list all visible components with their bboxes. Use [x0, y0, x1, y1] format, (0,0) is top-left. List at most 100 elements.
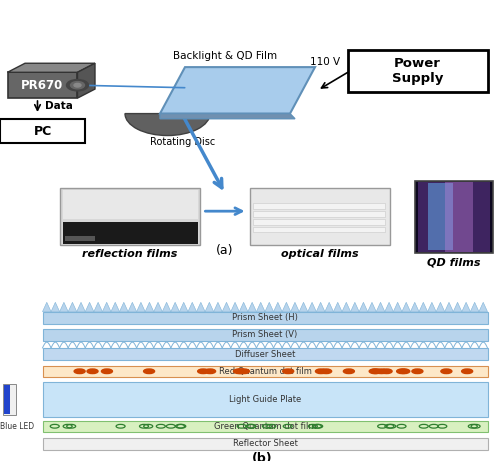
- Polygon shape: [102, 302, 111, 312]
- Polygon shape: [68, 302, 76, 312]
- Polygon shape: [196, 302, 205, 312]
- FancyBboxPatch shape: [42, 348, 488, 361]
- FancyBboxPatch shape: [42, 420, 488, 432]
- FancyBboxPatch shape: [42, 329, 488, 341]
- Text: Diffuser Sheet: Diffuser Sheet: [235, 349, 295, 359]
- Polygon shape: [162, 302, 171, 312]
- FancyBboxPatch shape: [62, 222, 198, 244]
- Polygon shape: [368, 302, 376, 312]
- Polygon shape: [128, 302, 136, 312]
- Polygon shape: [385, 302, 394, 312]
- Polygon shape: [214, 302, 222, 312]
- FancyBboxPatch shape: [4, 385, 10, 414]
- FancyBboxPatch shape: [250, 189, 390, 245]
- Circle shape: [198, 369, 208, 373]
- Text: (b): (b): [252, 452, 273, 461]
- Polygon shape: [120, 302, 128, 312]
- Circle shape: [236, 369, 246, 373]
- Text: PR670: PR670: [22, 79, 64, 92]
- Polygon shape: [205, 302, 214, 312]
- Polygon shape: [454, 302, 462, 312]
- Polygon shape: [154, 302, 162, 312]
- Polygon shape: [42, 302, 51, 312]
- Circle shape: [204, 369, 216, 373]
- FancyBboxPatch shape: [42, 366, 488, 377]
- Polygon shape: [60, 302, 68, 312]
- Polygon shape: [462, 302, 470, 312]
- Polygon shape: [160, 67, 315, 113]
- Circle shape: [234, 369, 244, 373]
- Circle shape: [412, 369, 423, 373]
- Circle shape: [344, 369, 354, 373]
- Polygon shape: [78, 63, 95, 98]
- Circle shape: [282, 369, 294, 373]
- Polygon shape: [136, 302, 145, 312]
- Polygon shape: [350, 302, 359, 312]
- FancyBboxPatch shape: [8, 72, 78, 98]
- Polygon shape: [160, 113, 295, 119]
- Polygon shape: [316, 302, 325, 312]
- Polygon shape: [342, 302, 350, 312]
- Polygon shape: [256, 302, 265, 312]
- FancyBboxPatch shape: [60, 189, 200, 245]
- Text: reflection films: reflection films: [82, 249, 178, 259]
- Polygon shape: [334, 302, 342, 312]
- Text: Backlight & QD Film: Backlight & QD Film: [173, 51, 277, 60]
- Polygon shape: [410, 302, 419, 312]
- Circle shape: [144, 369, 154, 373]
- Polygon shape: [8, 63, 95, 72]
- FancyBboxPatch shape: [252, 211, 385, 217]
- Circle shape: [316, 369, 326, 373]
- Circle shape: [369, 369, 380, 373]
- Circle shape: [66, 79, 88, 91]
- FancyBboxPatch shape: [42, 382, 488, 418]
- FancyBboxPatch shape: [62, 190, 198, 219]
- Polygon shape: [51, 302, 60, 312]
- Polygon shape: [359, 302, 368, 312]
- Polygon shape: [171, 302, 179, 312]
- Wedge shape: [125, 113, 210, 136]
- Polygon shape: [419, 302, 428, 312]
- FancyBboxPatch shape: [415, 181, 492, 253]
- Circle shape: [370, 369, 382, 373]
- Circle shape: [74, 369, 85, 373]
- Circle shape: [102, 369, 112, 373]
- Polygon shape: [470, 302, 479, 312]
- Text: 110 V: 110 V: [310, 57, 340, 67]
- Circle shape: [74, 83, 81, 87]
- FancyBboxPatch shape: [42, 312, 488, 324]
- Polygon shape: [444, 302, 454, 312]
- Polygon shape: [402, 302, 410, 312]
- Polygon shape: [308, 302, 316, 312]
- Polygon shape: [299, 302, 308, 312]
- Polygon shape: [274, 302, 282, 312]
- FancyBboxPatch shape: [418, 182, 490, 252]
- Circle shape: [381, 369, 392, 373]
- Text: Power
Supply: Power Supply: [392, 57, 443, 85]
- Circle shape: [398, 369, 409, 373]
- Polygon shape: [231, 302, 239, 312]
- Circle shape: [441, 369, 452, 373]
- Text: PC: PC: [34, 124, 52, 137]
- Polygon shape: [248, 302, 256, 312]
- FancyBboxPatch shape: [252, 227, 385, 232]
- FancyBboxPatch shape: [0, 119, 85, 143]
- FancyBboxPatch shape: [3, 384, 16, 415]
- FancyBboxPatch shape: [42, 438, 488, 449]
- Polygon shape: [86, 302, 94, 312]
- FancyBboxPatch shape: [252, 219, 385, 225]
- Text: Red Quantum dot film: Red Quantum dot film: [218, 367, 312, 376]
- Text: Reflector Sheet: Reflector Sheet: [232, 439, 298, 449]
- Text: optical films: optical films: [281, 249, 359, 259]
- Circle shape: [376, 369, 387, 373]
- Polygon shape: [188, 302, 196, 312]
- Polygon shape: [111, 302, 120, 312]
- Text: (a): (a): [216, 244, 234, 257]
- Polygon shape: [428, 302, 436, 312]
- Text: Blue LED: Blue LED: [0, 421, 34, 431]
- Text: Data: Data: [45, 101, 73, 111]
- Circle shape: [70, 82, 85, 89]
- Circle shape: [87, 369, 98, 373]
- Text: Prism Sheet (H): Prism Sheet (H): [232, 313, 298, 322]
- Polygon shape: [436, 302, 444, 312]
